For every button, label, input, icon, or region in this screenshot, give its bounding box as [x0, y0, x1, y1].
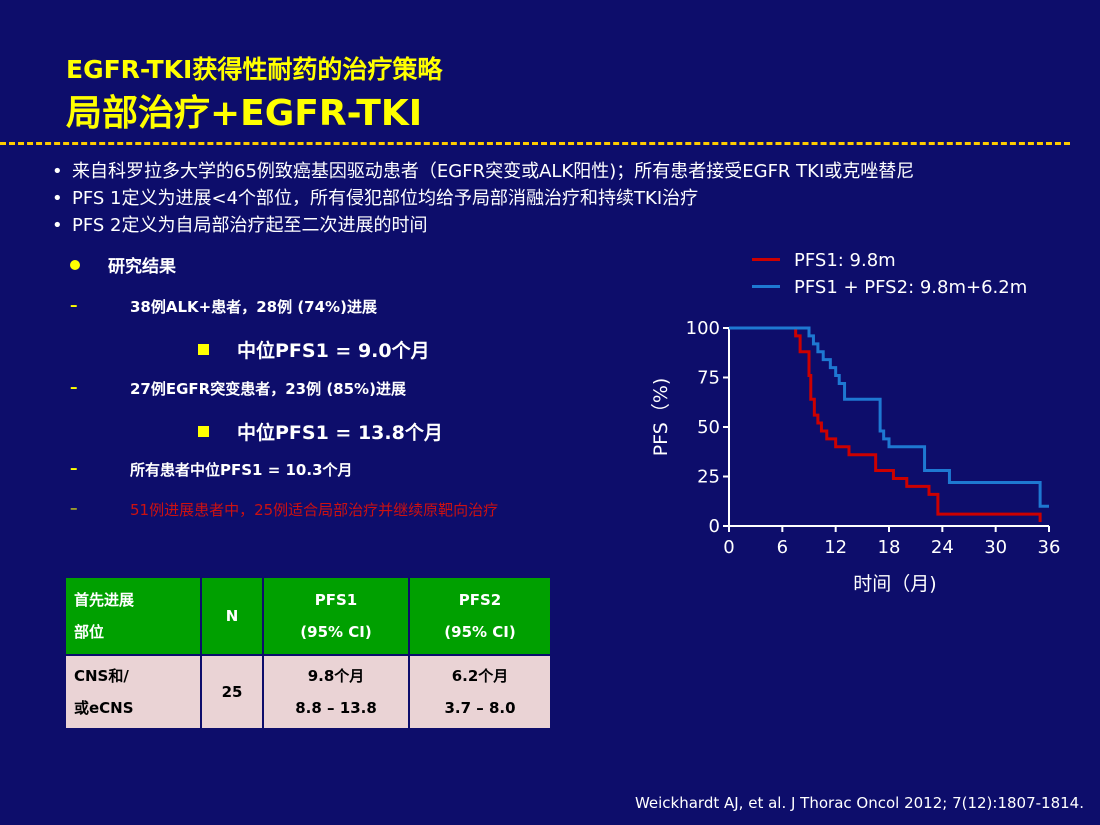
legend-label: PFS1: 9.8m [794, 250, 896, 271]
y-tick-label: 50 [697, 417, 720, 438]
chart-legend: PFS1: 9.8m PFS1 + PFS2: 9.8m+6.2m [752, 250, 1027, 304]
dash-icon: – [70, 296, 78, 314]
title-divider [0, 142, 1070, 145]
intro-bullet: PFS 1定义为进展<4个部位，所有侵犯部位均给予局部消融治疗和持续TKI治疗 [52, 185, 914, 212]
header-n: N [200, 576, 264, 656]
km-chart: 0 6 12 18 24 30 36 0 25 50 75 100 PFS（%) 时间（月) [650, 318, 1061, 595]
y-tick-label: 100 [686, 318, 720, 339]
bullet-dot-icon [70, 260, 80, 270]
cell-pfs1: 9.8个月 8.8 – 13.8 [262, 654, 410, 730]
citation: Weickhardt AJ, et al. J Thorac Oncol 201… [634, 794, 1084, 812]
result-item-all: – 所有患者中位PFS1 = 10.3个月 [70, 459, 353, 479]
x-tick-label: 18 [878, 537, 901, 558]
square-bullet-icon [198, 344, 209, 355]
table-header-row: 首先进展 部位 N PFS1 (95% CI) PFS2 (95% CI) [64, 576, 552, 656]
legend-swatch-blue [752, 285, 780, 288]
square-bullet-icon [198, 426, 209, 437]
table-row: CNS和/ 或eCNS 25 9.8个月 8.8 – 13.8 6.2个月 3.… [64, 654, 552, 730]
x-tick-label: 24 [931, 537, 954, 558]
x-tick-label: 0 [723, 537, 734, 558]
pfs1-pfs2-curve [729, 326, 1049, 508]
y-tick-label: 75 [697, 368, 720, 389]
cell-pfs2: 6.2个月 3.7 – 8.0 [408, 654, 552, 730]
x-tick-label: 6 [777, 537, 788, 558]
cell-site: CNS和/ 或eCNS [64, 654, 202, 730]
cell-n: 25 [200, 654, 264, 730]
y-axis-label: PFS（%) [650, 378, 672, 457]
x-tick-label: 30 [984, 537, 1007, 558]
intro-bullet: PFS 2定义为自局部治疗起至二次进展的时间 [52, 212, 914, 239]
slide-title-line1: EGFR-TKI获得性耐药的治疗策略 [66, 55, 443, 84]
y-tick-label: 25 [697, 467, 720, 488]
pfs-table: 首先进展 部位 N PFS1 (95% CI) PFS2 (95% CI) CN… [64, 576, 552, 730]
intro-bullet: 来自科罗拉多大学的65例致癌基因驱动患者（EGFR突变或ALK阳性)；所有患者接… [52, 158, 914, 185]
x-axis-label: 时间（月) [853, 573, 936, 595]
dash-icon: – [70, 459, 78, 477]
x-tick-label: 36 [1038, 537, 1061, 558]
pfs1-curve [729, 326, 1042, 523]
slide-title-line2: 局部治疗+EGFR-TKI [66, 93, 423, 134]
result-sub-alk-pfs: 中位PFS1 = 9.0个月 [198, 336, 430, 363]
result-item-alk: –38例ALK+患者，28例 (74%)进展 [70, 296, 377, 316]
legend-label: PFS1 + PFS2: 9.8m+6.2m [794, 277, 1028, 298]
result-item-local-therapy: –51例进展患者中，25例适合局部治疗并继续原靶向治疗 [70, 499, 499, 519]
legend-item-pfs1: PFS1: 9.8m [752, 250, 1027, 277]
result-sub-egfr-pfs: 中位PFS1 = 13.8个月 [198, 418, 443, 445]
result-item-egfr: –27例EGFR突变患者，23例 (85%)进展 [70, 378, 406, 398]
header-pfs2: PFS2 (95% CI) [408, 576, 552, 656]
legend-item-pfs1-pfs2: PFS1 + PFS2: 9.8m+6.2m [752, 277, 1027, 304]
legend-swatch-red [752, 258, 780, 261]
header-pfs1: PFS1 (95% CI) [262, 576, 410, 656]
y-tick-label: 0 [709, 516, 720, 537]
dash-icon: – [70, 499, 78, 517]
results-heading: 研究结果 [70, 252, 176, 277]
x-tick-label: 12 [824, 537, 847, 558]
intro-bullet-list: 来自科罗拉多大学的65例致癌基因驱动患者（EGFR突变或ALK阳性)；所有患者接… [52, 158, 914, 239]
dash-icon: – [70, 378, 78, 396]
header-site: 首先进展 部位 [64, 576, 202, 656]
